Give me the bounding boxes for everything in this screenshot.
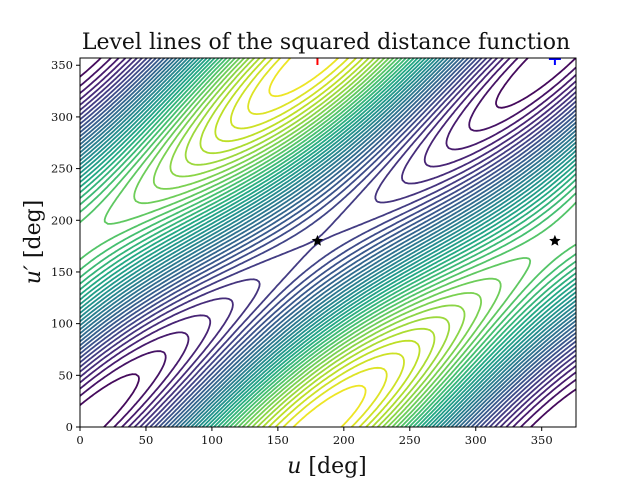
x-tick-label: 300 <box>465 433 487 447</box>
contour-level <box>80 58 576 427</box>
y-tick-label: 350 <box>51 58 73 72</box>
contour-level <box>80 58 576 427</box>
contour-level <box>80 58 576 427</box>
contour-level <box>80 58 576 427</box>
x-tick-label: 150 <box>267 433 289 447</box>
y-tick-label: 50 <box>58 368 73 382</box>
x-axis-ticks: 0 50 100 150 200 250 300 350 <box>76 427 553 447</box>
contour-level <box>80 58 576 427</box>
contour-level <box>80 58 576 427</box>
contour-level <box>80 58 576 427</box>
contour-level <box>247 58 388 427</box>
saddle-star-marker <box>549 234 561 246</box>
saddle-star-marker <box>311 234 324 246</box>
point-markers <box>311 58 561 246</box>
x-axis-label: u [deg] <box>287 454 367 479</box>
chart-title: Level lines of the squared distance func… <box>82 30 570 55</box>
x-tick-label: 100 <box>201 433 223 447</box>
contour-level <box>80 58 576 427</box>
contour-level <box>80 58 576 427</box>
y-axis-ticks: 0 50 100 150 200 250 300 350 <box>51 58 80 434</box>
plot-frame <box>79 57 577 428</box>
contour-level <box>184 58 451 427</box>
contour-level <box>169 58 466 427</box>
x-tick-label: 0 <box>76 433 83 447</box>
contour-level <box>80 58 576 427</box>
y-tick-label: 100 <box>51 317 73 331</box>
contour-level <box>230 58 405 427</box>
contour-level <box>80 58 576 427</box>
contour-level <box>80 58 576 427</box>
contour-level <box>80 58 576 427</box>
x-tick-label: 200 <box>333 433 355 447</box>
contour-level <box>80 58 576 427</box>
y-tick-label: 250 <box>51 162 73 176</box>
contour-level <box>133 58 502 427</box>
x-tick-label: 350 <box>531 433 553 447</box>
contour-level <box>80 58 576 427</box>
contour-level <box>80 58 576 427</box>
contour-lines <box>80 58 576 427</box>
y-tick-label: 200 <box>51 213 73 227</box>
contour-level <box>80 58 576 427</box>
contour-level <box>152 58 482 427</box>
x-tick-label: 50 <box>139 433 154 447</box>
y-tick-label: 0 <box>66 420 73 434</box>
contour-level <box>80 58 576 427</box>
y-axis-label: u′ [deg] <box>21 200 46 285</box>
contour-level <box>80 58 576 427</box>
contour-level <box>103 58 532 427</box>
contour-level <box>80 58 576 427</box>
y-tick-label: 300 <box>51 110 73 124</box>
y-tick-label: 150 <box>51 265 73 279</box>
x-tick-label: 250 <box>399 433 421 447</box>
